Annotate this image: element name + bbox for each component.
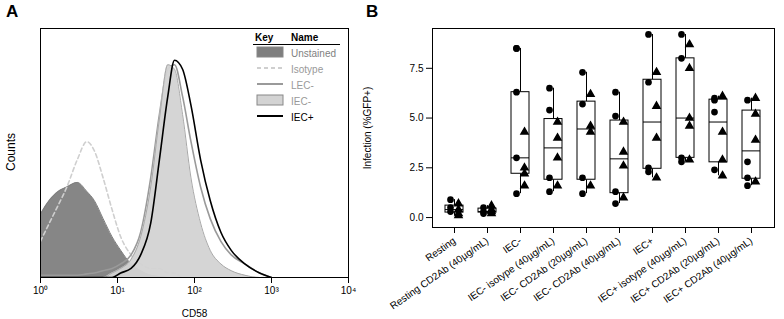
svg-text:5.0: 5.0: [410, 112, 424, 123]
html-text:Name: Name: [291, 32, 319, 43]
svg-text:10¹: 10¹: [110, 285, 125, 296]
html-text:Unstained: Unstained: [291, 47, 336, 59]
svg-text:10⁴: 10⁴: [341, 285, 356, 296]
svg-text:CD58: CD58: [182, 308, 208, 319]
svg-text:Resting: Resting: [423, 235, 458, 264]
svg-text:Infection (%GFP+): Infection (%GFP+): [362, 87, 373, 170]
html-text:Isotype: Isotype: [291, 63, 324, 75]
svg-text:Resting CD2Ab (40µg/mL): Resting CD2Ab (40µg/mL): [387, 235, 491, 312]
svg-text:IEC+ CD2Ab (20µg/mL): IEC+ CD2Ab (20µg/mL): [628, 235, 722, 305]
html-text:Counts: Counts: [4, 132, 18, 171]
html-text:Key: Key: [255, 32, 274, 43]
svg-text:0.0: 0.0: [410, 212, 424, 223]
svg-text:IEC- isotype (40µg/mL): IEC- isotype (40µg/mL): [465, 235, 557, 304]
svg-text:10²: 10²: [187, 285, 202, 296]
svg-text:IEC-: IEC-: [501, 235, 524, 255]
html-text:B: B: [366, 2, 379, 21]
html-text:A: A: [6, 2, 19, 21]
html-text:IEC+: IEC+: [291, 111, 314, 123]
html-text:LEC-: LEC-: [291, 79, 314, 91]
svg-text:IEC- CD2Ab (20µg/mL): IEC- CD2Ab (20µg/mL): [498, 235, 590, 304]
html-text:IEC-: IEC-: [291, 95, 311, 107]
svg-text:IEC- CD2Ab (40µg/mL): IEC- CD2Ab (40µg/mL): [531, 235, 623, 304]
svg-text:2.5: 2.5: [410, 162, 424, 173]
svg-text:IEC+ CD2Ab (40µg/mL): IEC+ CD2Ab (40µg/mL): [661, 235, 754, 305]
svg-text:IEC+: IEC+: [631, 235, 656, 257]
svg-text:7.5: 7.5: [410, 63, 424, 74]
svg-text:IEC+ isotype (40µg/mL): IEC+ isotype (40µg/mL): [595, 235, 689, 305]
svg-text:10³: 10³: [264, 285, 279, 296]
svg-text:10⁰: 10⁰: [33, 285, 48, 296]
